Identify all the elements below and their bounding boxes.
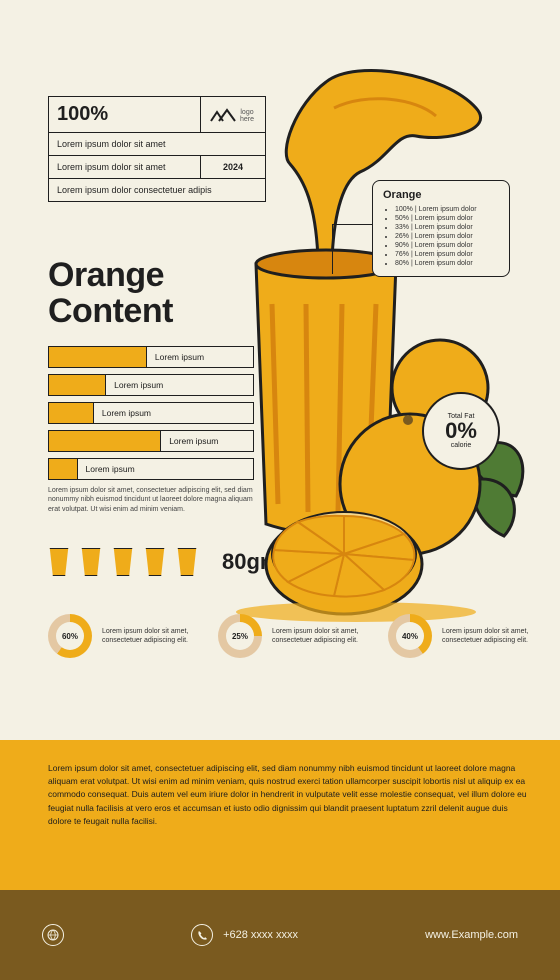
globe-icon — [42, 924, 64, 946]
bar-fill — [49, 431, 161, 451]
header-row-1: Lorem ipsum dolor sit amet — [49, 133, 174, 155]
phone-icon — [191, 924, 213, 946]
bar-row: Lorem ipsum — [48, 374, 254, 396]
footer-phone-text: +628 xxxx xxxx — [223, 929, 298, 941]
footer-phone: +628 xxxx xxxx — [191, 924, 298, 946]
header-row-2-left: Lorem ipsum dolor sit amet — [49, 156, 201, 178]
page-title-line1: Orange — [48, 256, 164, 294]
page-title-line2: Content — [48, 292, 173, 330]
bar-label: Lorem ipsum — [161, 431, 253, 451]
cup-icon — [80, 548, 102, 576]
footer-globe — [42, 924, 64, 946]
bar-fill — [49, 459, 78, 479]
footer-band: Lorem ipsum dolor sit amet, consectetuer… — [0, 740, 560, 890]
page-title: Orange Content — [48, 258, 173, 329]
bar-chart: Lorem ipsum Lorem ipsum Lorem ipsum Lorem i… — [48, 346, 254, 514]
cup-icon — [176, 548, 198, 576]
bar-row: Lorem ipsum — [48, 430, 254, 452]
bar-label: Lorem ipsum — [78, 459, 253, 479]
donut-item: 60% Lorem ipsum dolor sit amet, consectet… — [48, 614, 190, 658]
bar-row: Lorem ipsum — [48, 458, 254, 480]
info-box-pointer — [332, 224, 372, 274]
cup-icon — [144, 548, 166, 576]
header-year: 2024 — [201, 156, 265, 178]
bar-label: Lorem ipsum — [147, 347, 253, 367]
footer: +628 xxxx xxxx www.Example.com — [0, 890, 560, 980]
cup-icon — [48, 548, 70, 576]
bar-fill — [49, 375, 106, 395]
info-box-item: 80% | Lorem ipsum dolor — [395, 259, 499, 268]
band-paragraph: Lorem ipsum dolor sit amet, consectetuer… — [48, 762, 530, 828]
donut-caption: Lorem ipsum dolor sit amet, consectetuer… — [272, 627, 360, 646]
fat-value: 0% — [445, 420, 477, 442]
donut-item: 40% Lorem ipsum dolor sit amet, consectet… — [388, 614, 530, 658]
logo-text: logo here — [237, 109, 257, 123]
cup-icons-row: 80gr — [48, 548, 268, 576]
fat-sub: calorie — [451, 442, 472, 449]
bar-row: Lorem ipsum — [48, 346, 254, 368]
donut-caption: Lorem ipsum dolor sit amet, consectetuer… — [442, 627, 530, 646]
bar-label: Lorem ipsum — [94, 403, 253, 423]
orange-info-box: Orange 100% | Lorem ipsum dolor50% | Lor… — [372, 180, 510, 277]
total-fat-badge: Total Fat 0% calorie — [422, 392, 500, 470]
info-box-item: 76% | Lorem ipsum dolor — [395, 250, 499, 259]
info-box-list: 100% | Lorem ipsum dolor50% | Lorem ipsu… — [383, 205, 499, 268]
donut-chart-row: 60% Lorem ipsum dolor sit amet, consectet… — [48, 614, 530, 658]
info-box-item: 100% | Lorem ipsum dolor — [395, 205, 499, 214]
donut-percent: 40% — [396, 622, 424, 650]
donut-caption: Lorem ipsum dolor sit amet, consectetuer… — [102, 627, 190, 646]
donut-percent: 25% — [226, 622, 254, 650]
bar-fill — [49, 403, 94, 423]
info-box-item: 50% | Lorem ipsum dolor — [395, 214, 499, 223]
info-box-item: 26% | Lorem ipsum dolor — [395, 232, 499, 241]
bar-label: Lorem ipsum — [106, 375, 253, 395]
header-percent: 100% — [49, 97, 201, 132]
bar-row: Lorem ipsum — [48, 402, 254, 424]
bar-fill — [49, 347, 147, 367]
donut-item: 25% Lorem ipsum dolor sit amet, consectet… — [218, 614, 360, 658]
footer-url: www.Example.com — [425, 929, 518, 941]
info-box-item: 90% | Lorem ipsum dolor — [395, 241, 499, 250]
logo-icon — [209, 108, 237, 122]
info-box-title: Orange — [383, 189, 499, 201]
bar-chart-caption: Lorem ipsum dolor sit amet, consectetuer… — [48, 486, 254, 514]
header-row-3: Lorem ipsum dolor consectetuer adipis — [49, 179, 220, 201]
donut-percent: 60% — [56, 622, 84, 650]
header-table: 100% logo here Lorem ipsum dolor sit ame… — [48, 96, 266, 202]
info-box-item: 33% | Lorem ipsum dolor — [395, 223, 499, 232]
weight-label: 80gr — [222, 549, 268, 575]
cup-icon — [112, 548, 134, 576]
